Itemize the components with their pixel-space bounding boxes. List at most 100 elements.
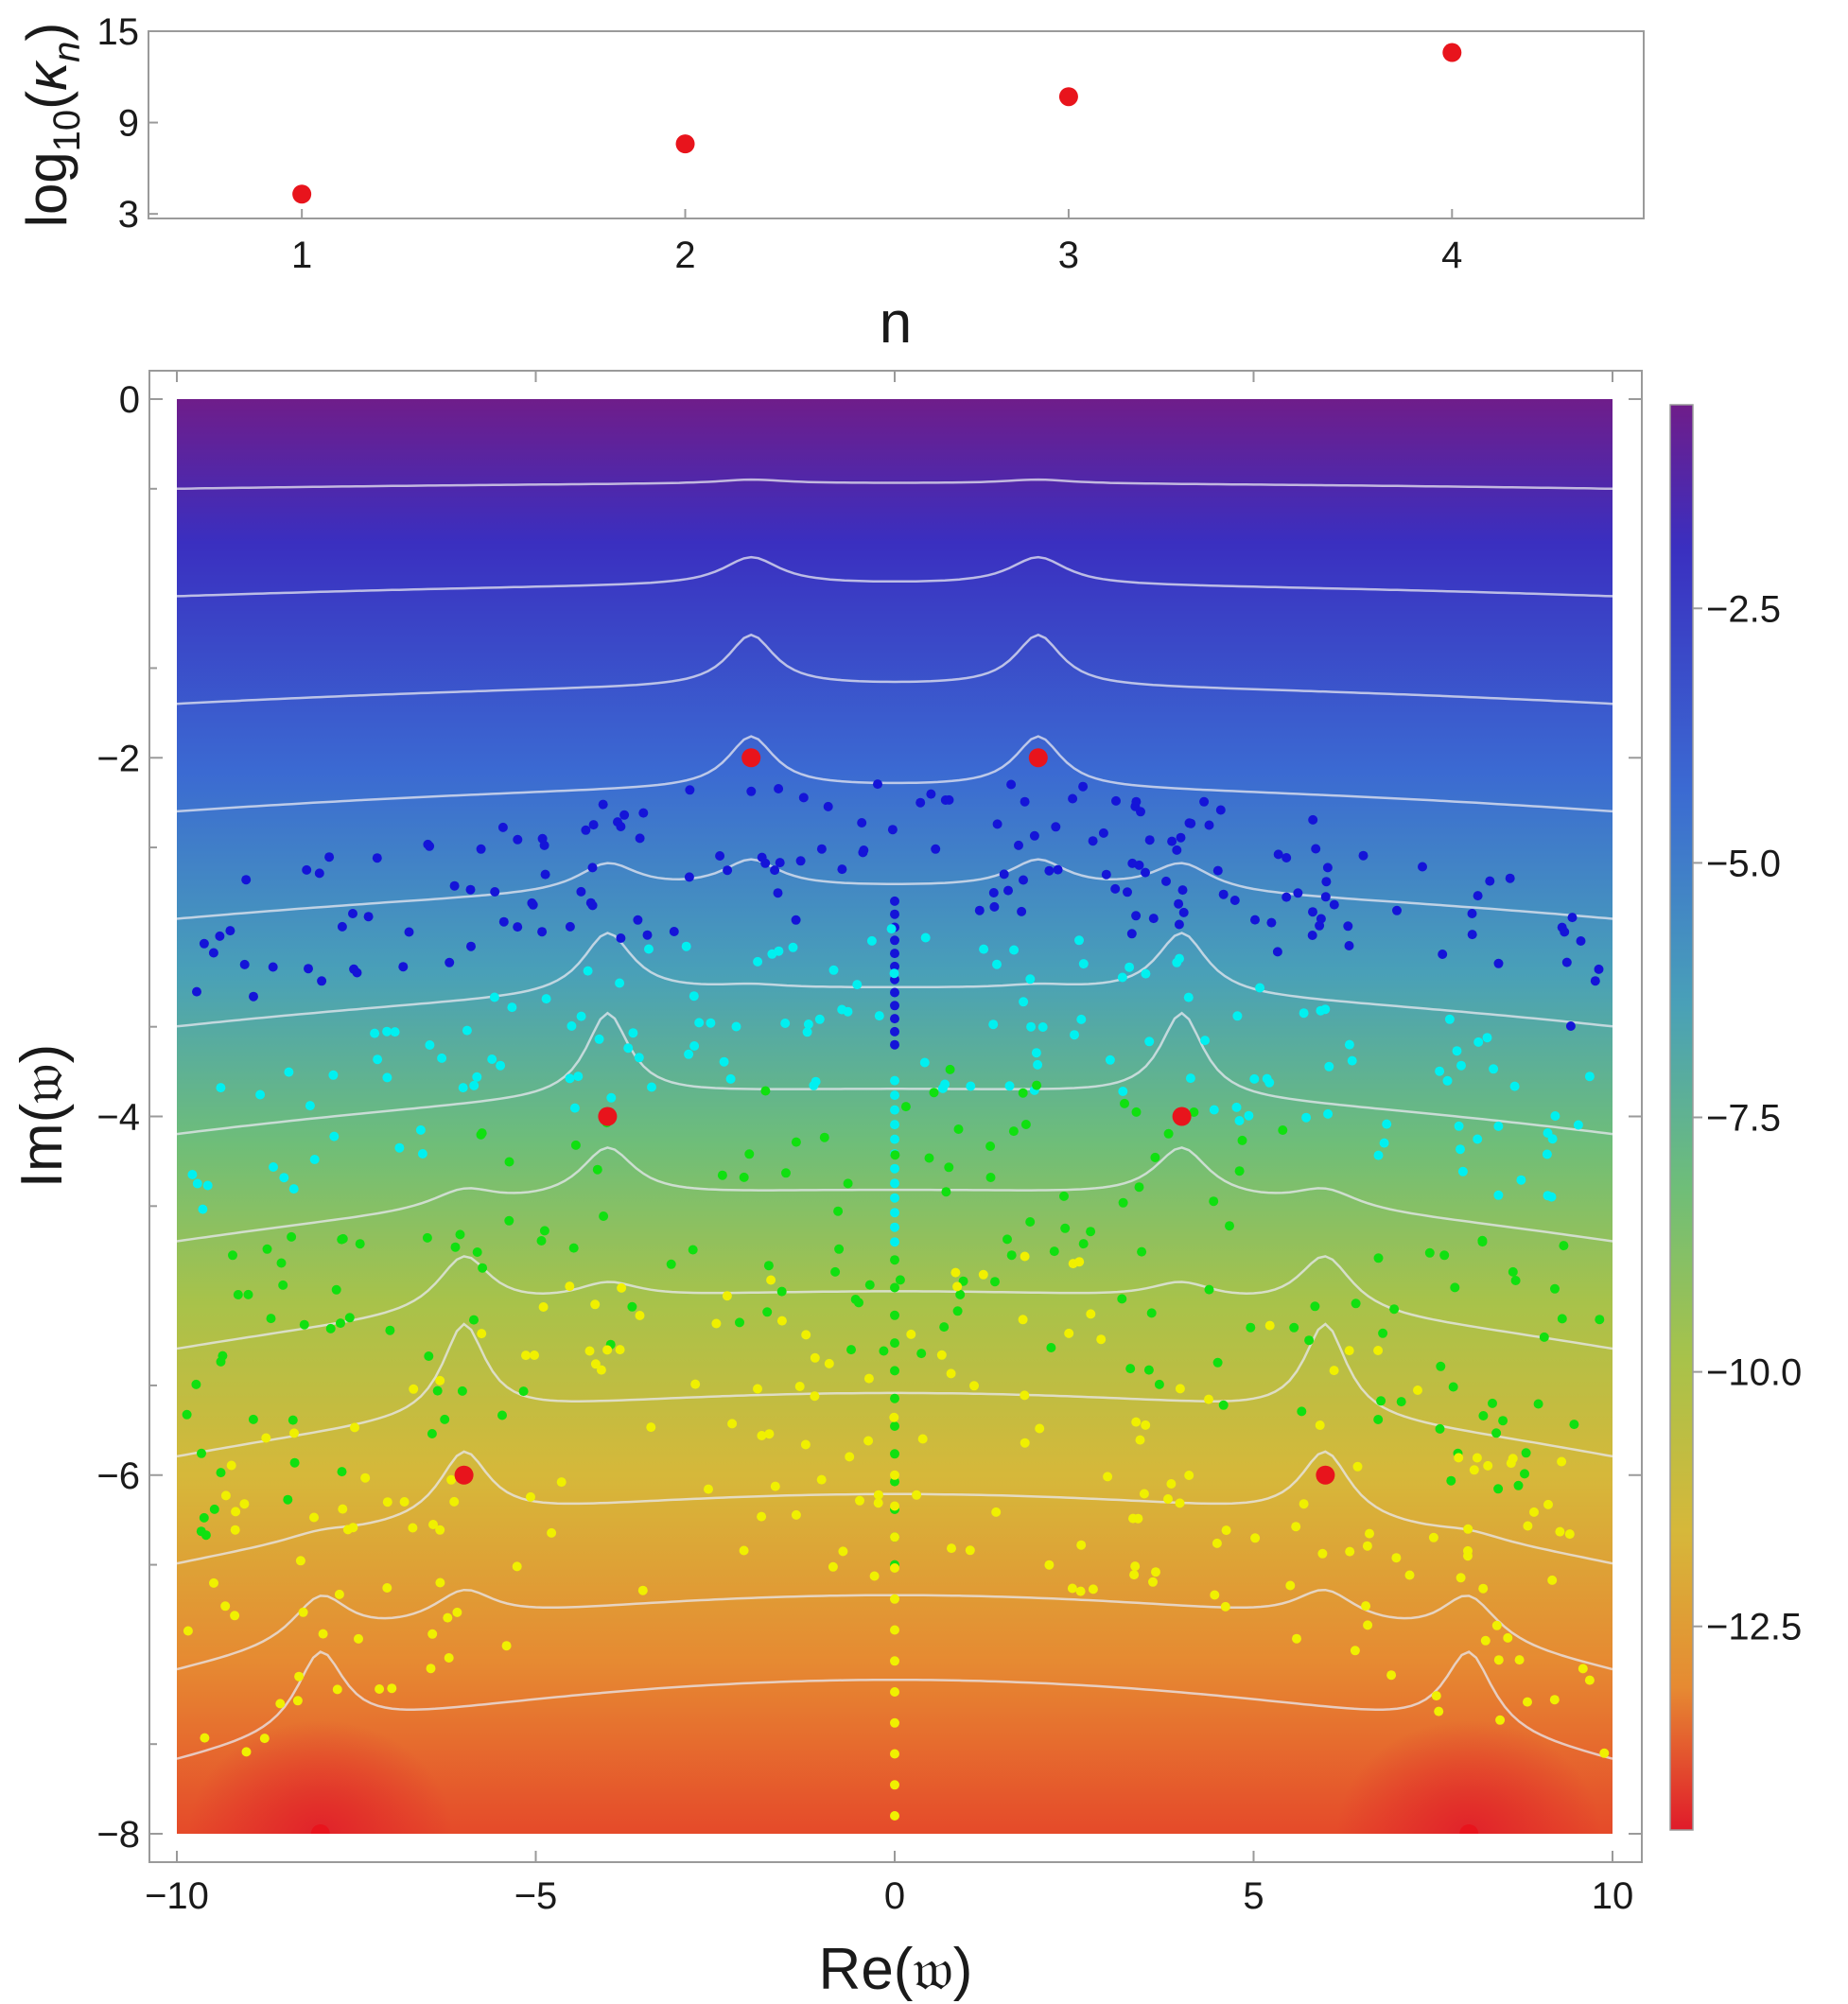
series-point	[239, 959, 250, 969]
series-point	[518, 1386, 529, 1397]
series-point	[906, 1329, 916, 1339]
series-point	[890, 1717, 899, 1728]
contour-line	[177, 1011, 1613, 1136]
series-point	[198, 1204, 208, 1214]
series-point	[1472, 1453, 1482, 1463]
series-point	[916, 1349, 927, 1359]
series-point	[1452, 1046, 1462, 1056]
top-y-axis-title: log10(κn)	[15, 23, 88, 228]
series-point	[1209, 1105, 1219, 1115]
series-point	[616, 933, 626, 943]
series-point	[1111, 795, 1121, 806]
contour-line	[177, 735, 1613, 813]
series-point	[890, 1310, 899, 1320]
series-point	[864, 1280, 875, 1290]
series-point	[382, 1583, 392, 1593]
series-point	[890, 1178, 899, 1189]
series-point	[466, 941, 476, 951]
series-point	[974, 905, 985, 915]
series-point	[1373, 1346, 1384, 1355]
series-point	[547, 1527, 557, 1538]
series-point	[795, 856, 806, 866]
series-point	[1491, 1620, 1502, 1630]
series-point	[1148, 1577, 1158, 1587]
series-point	[568, 1243, 579, 1253]
series-point	[218, 1351, 228, 1361]
series-point	[1539, 1332, 1549, 1342]
series-point	[1578, 1664, 1588, 1674]
series-point	[1376, 1396, 1386, 1406]
series-point	[711, 1318, 722, 1329]
series-point	[863, 1436, 874, 1446]
top-y-axis: 3 9 15	[97, 11, 158, 235]
colorbar-tick-label: −7.5	[1706, 1098, 1781, 1140]
series-point	[628, 1028, 638, 1038]
series-point	[869, 1571, 880, 1581]
series-point	[895, 1275, 905, 1285]
series-point	[521, 1351, 531, 1361]
series-point	[422, 1232, 432, 1243]
series-point	[753, 956, 763, 967]
series-point	[1167, 836, 1177, 846]
series-point	[1209, 1196, 1219, 1207]
series-point	[469, 1315, 479, 1325]
red-marker-point	[598, 1107, 618, 1126]
series-point	[1019, 997, 1029, 1007]
series-point	[890, 1563, 899, 1573]
series-point	[262, 1244, 272, 1254]
series-point	[469, 1080, 479, 1090]
series-point	[1344, 1346, 1354, 1356]
red-marker-point	[1459, 1824, 1479, 1834]
series-point	[1204, 1394, 1213, 1404]
series-point	[332, 1684, 342, 1695]
series-point	[929, 1088, 939, 1098]
series-point	[1599, 1748, 1610, 1758]
series-point	[879, 1346, 889, 1356]
series-point	[1350, 1646, 1360, 1656]
series-point	[1131, 911, 1142, 921]
series-point	[1322, 863, 1333, 873]
series-point	[890, 1449, 899, 1459]
series-point	[735, 1317, 744, 1328]
series-point	[1557, 1456, 1567, 1467]
heatmap-overlays	[177, 478, 1613, 1834]
series-point	[760, 1086, 771, 1096]
series-point	[292, 1696, 303, 1706]
series-point	[890, 1001, 899, 1011]
series-point	[633, 915, 643, 925]
series-point	[200, 1733, 210, 1743]
colorbar-tick-label: −12.5	[1706, 1607, 1802, 1648]
series-point	[1473, 891, 1483, 901]
series-point	[382, 1072, 392, 1083]
series-point	[890, 1090, 899, 1101]
series-point	[513, 834, 523, 845]
series-point	[1361, 1601, 1371, 1612]
series-point	[1174, 898, 1184, 909]
series-point	[268, 962, 278, 972]
series-point	[1131, 1417, 1142, 1427]
series-point	[279, 1173, 289, 1183]
series-point	[1232, 1011, 1243, 1021]
series-point	[228, 1250, 237, 1261]
contour-line	[177, 1650, 1613, 1760]
series-point	[890, 1120, 899, 1130]
series-point	[1175, 1384, 1185, 1394]
series-point	[717, 1170, 727, 1180]
top-x-axis: 1 2 3 4	[291, 209, 1462, 276]
series-point	[191, 1379, 201, 1389]
series-point	[1493, 958, 1504, 968]
series-point	[1379, 1138, 1389, 1148]
series-point	[472, 1247, 482, 1257]
series-point	[230, 1611, 240, 1621]
series-point	[890, 1501, 899, 1511]
series-point	[828, 965, 839, 975]
series-point	[304, 964, 313, 974]
series-point	[1304, 1335, 1315, 1346]
series-point	[398, 962, 409, 972]
series-point	[1002, 1234, 1012, 1245]
series-point	[1489, 1064, 1499, 1074]
series-point	[435, 1525, 445, 1535]
series-point	[1026, 1021, 1037, 1032]
series-point	[1439, 1250, 1450, 1261]
series-point	[241, 1747, 252, 1757]
